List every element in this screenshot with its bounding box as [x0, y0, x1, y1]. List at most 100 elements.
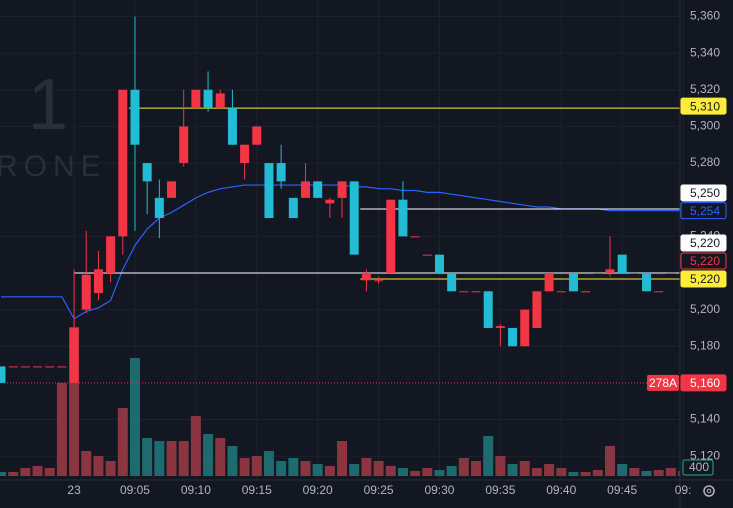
y-tick-label: 5,360: [690, 9, 720, 23]
watermark-symbol: 1: [28, 65, 68, 145]
volume-bar: [471, 461, 482, 476]
volume-bar: [8, 472, 19, 476]
volume-bar: [288, 458, 299, 476]
candle-body: [617, 254, 627, 273]
candle-body: [483, 291, 493, 328]
candle-body: [471, 291, 481, 293]
gear-hub: [706, 488, 712, 494]
candle-body: [215, 93, 225, 109]
candle-body: [118, 89, 128, 237]
candle-body: [179, 126, 189, 164]
axes: 5,3605,3405,3205,3005,2805,2405,2005,180…: [67, 9, 727, 497]
volume-bar: [129, 358, 140, 476]
volume-bar: [178, 441, 189, 476]
candle-body: [568, 272, 578, 292]
volume-bar: [483, 436, 494, 476]
y-tick-label: 5,200: [690, 302, 720, 316]
candle-body: [410, 236, 420, 238]
volume-bar: [434, 470, 445, 476]
x-tick-label: 09:25: [364, 483, 394, 497]
candle-body: [106, 236, 116, 273]
volume-bar: [385, 466, 396, 476]
candle-body: [556, 291, 566, 293]
candle-body: [252, 126, 262, 145]
candle-body: [8, 366, 18, 368]
volume-bar: [495, 456, 506, 476]
volume-bar: [324, 466, 335, 476]
volume-bar: [568, 472, 579, 476]
candle-body: [434, 254, 444, 273]
volume-bar: [93, 456, 104, 476]
candle-body: [20, 366, 30, 368]
volume-bar: [276, 461, 287, 476]
price-tag: [680, 184, 727, 202]
candle-body: [642, 272, 652, 292]
volume-bar: [629, 468, 640, 476]
volume-tag: [682, 459, 714, 476]
volume-bar: [422, 468, 433, 476]
volume-bar: [105, 461, 116, 476]
candle-body: [288, 197, 298, 219]
candle-body: [130, 89, 140, 145]
candle-body: [81, 274, 91, 310]
y-tick-label: 5,320: [690, 82, 720, 96]
volume-bar: [665, 468, 676, 476]
candle-body: [654, 291, 664, 293]
volume-bar: [361, 458, 372, 476]
volume-bar: [349, 464, 360, 476]
volume-bar: [678, 471, 680, 476]
price-tag: [680, 252, 727, 270]
candle-body: [154, 197, 164, 219]
volume-bar: [263, 451, 274, 476]
volume-bar: [458, 458, 469, 476]
candle-body: [459, 291, 469, 293]
volume-bar: [507, 464, 518, 476]
price-tag-label: 5,310: [690, 99, 720, 113]
volume-bar: [337, 441, 348, 476]
price-tag: [680, 202, 727, 220]
candle-body: [678, 272, 680, 274]
volume-bar: [203, 434, 214, 476]
x-tick-label: 09:45: [607, 483, 637, 497]
volume-bar: [641, 471, 652, 476]
y-tick-label: 5,340: [690, 45, 720, 59]
volume-bar: [215, 438, 226, 476]
candle-body: [337, 181, 347, 198]
candle-body: [422, 254, 432, 256]
gear[interactable]: [703, 485, 715, 497]
candle-body: [191, 89, 201, 109]
y-tick-label: 5,280: [690, 155, 720, 169]
volume-bar: [251, 456, 262, 476]
watermark-name: RONE: [0, 150, 107, 183]
candle-body: [386, 199, 396, 273]
x-tick-label: 09:35: [485, 483, 515, 497]
candle-body: [142, 163, 152, 182]
y-tick-label: 5,300: [690, 119, 720, 133]
y-tick-label: 5,180: [690, 338, 720, 352]
countdown-label: 278A: [649, 376, 677, 390]
candle-body: [361, 272, 371, 281]
price-tag-label: 5,220: [690, 272, 720, 286]
price-tag: [680, 234, 727, 252]
x-tick-label: 09:10: [181, 483, 211, 497]
volume-bar: [81, 451, 92, 476]
candle-body: [398, 199, 408, 237]
settings-icon[interactable]: [703, 485, 715, 497]
price-tag: [680, 270, 727, 288]
volume-bar: [653, 470, 664, 476]
x-tick-label: 09:05: [120, 483, 150, 497]
volume-bar: [556, 468, 567, 476]
price-tag-label: 5,254: [690, 204, 720, 218]
volume-bar: [117, 408, 128, 476]
candle-body: [240, 144, 250, 164]
candle-body: [349, 181, 359, 255]
price-tag: [680, 374, 727, 392]
y-tick-label: 5,140: [690, 412, 720, 426]
candle-body: [276, 163, 286, 182]
volume-bar: [519, 461, 530, 476]
volume-bar: [56, 383, 67, 476]
volume-bar: [190, 416, 201, 476]
volume-bar: [544, 464, 555, 476]
